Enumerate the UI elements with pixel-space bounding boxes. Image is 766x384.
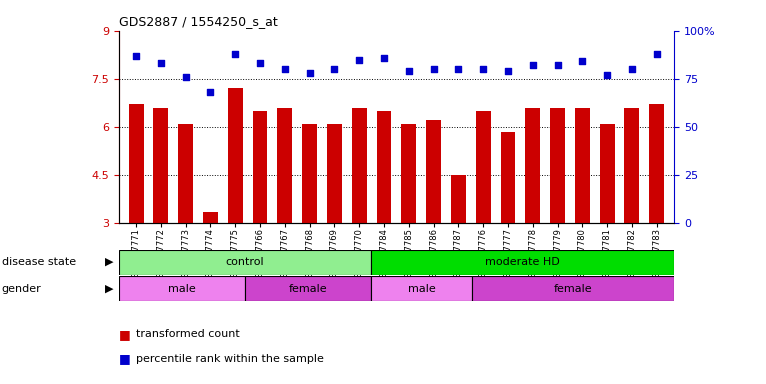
Bar: [600, 124, 614, 223]
Bar: [377, 111, 391, 223]
Point: [527, 62, 539, 68]
Point: [205, 89, 217, 95]
Point: [279, 66, 291, 72]
Text: GDS2887 / 1554250_s_at: GDS2887 / 1554250_s_at: [119, 15, 277, 28]
Point: [329, 66, 341, 72]
Point: [254, 60, 266, 66]
Bar: [472, 276, 674, 301]
Point: [576, 58, 588, 65]
Point: [427, 66, 440, 72]
Bar: [119, 250, 372, 275]
Bar: [500, 132, 516, 223]
Point: [353, 56, 365, 63]
Text: ■: ■: [119, 328, 135, 341]
Point: [601, 72, 614, 78]
Point: [303, 70, 316, 76]
Point: [650, 51, 663, 57]
Point: [452, 66, 464, 72]
Bar: [327, 124, 342, 223]
Bar: [476, 111, 490, 223]
Text: transformed count: transformed count: [136, 329, 239, 339]
Bar: [352, 108, 367, 223]
Bar: [253, 111, 267, 223]
Bar: [277, 108, 293, 223]
Point: [552, 62, 564, 68]
Text: female: female: [289, 284, 327, 294]
Bar: [372, 250, 674, 275]
Point: [130, 53, 142, 59]
Point: [179, 74, 192, 80]
Text: male: male: [408, 284, 436, 294]
Point: [626, 66, 638, 72]
Point: [229, 51, 241, 57]
Text: moderate HD: moderate HD: [485, 257, 560, 267]
Bar: [624, 108, 640, 223]
Bar: [426, 120, 441, 223]
Text: female: female: [554, 284, 592, 294]
Bar: [129, 104, 143, 223]
Bar: [203, 212, 218, 223]
Point: [502, 68, 514, 74]
Bar: [119, 276, 245, 301]
Bar: [303, 124, 317, 223]
Bar: [451, 175, 466, 223]
Text: ▶: ▶: [104, 257, 113, 267]
Text: percentile rank within the sample: percentile rank within the sample: [136, 354, 323, 364]
Bar: [153, 108, 169, 223]
Text: control: control: [226, 257, 264, 267]
Text: ▶: ▶: [104, 284, 113, 294]
Point: [403, 68, 415, 74]
Bar: [650, 104, 664, 223]
Text: male: male: [168, 284, 195, 294]
Bar: [525, 108, 540, 223]
Text: ■: ■: [119, 353, 135, 366]
Bar: [401, 124, 416, 223]
Bar: [575, 108, 590, 223]
Bar: [550, 108, 565, 223]
Text: disease state: disease state: [2, 257, 76, 267]
Bar: [245, 276, 372, 301]
Point: [155, 60, 167, 66]
Bar: [228, 88, 243, 223]
Point: [378, 55, 390, 61]
Bar: [372, 276, 472, 301]
Point: [477, 66, 489, 72]
Text: gender: gender: [2, 284, 41, 294]
Bar: [178, 124, 193, 223]
